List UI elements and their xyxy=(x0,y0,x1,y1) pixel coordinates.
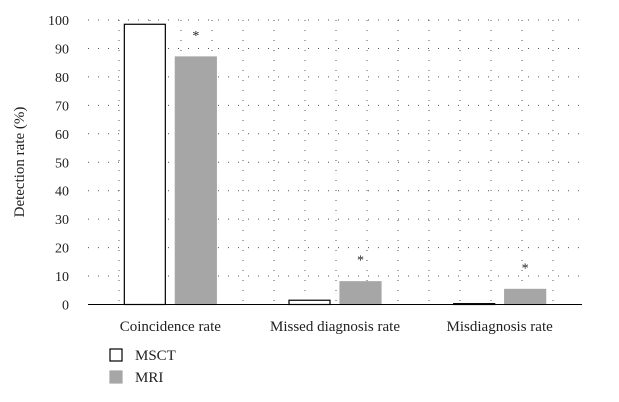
y-tick-label: 10 xyxy=(55,270,69,285)
x-tick-label: Coincidence rate xyxy=(120,319,222,335)
y-tick-label: 30 xyxy=(55,213,69,228)
bar-mri-1 xyxy=(340,282,381,305)
significance-marker: * xyxy=(522,261,529,276)
legend: MSCT MRI xyxy=(110,348,176,386)
legend-label-mri: MRI xyxy=(135,370,163,386)
y-tick-label: 50 xyxy=(55,156,69,171)
significance-marker: * xyxy=(192,29,199,44)
bar-mri-2 xyxy=(505,289,546,304)
legend-swatch-mri xyxy=(110,371,122,383)
y-tick-label: 100 xyxy=(48,14,69,29)
bar-msct-1 xyxy=(289,300,330,304)
y-axis-title: Detection rate (%) xyxy=(12,107,28,218)
bars xyxy=(124,24,545,304)
y-tick-label: 80 xyxy=(55,71,69,86)
y-tick-label: 70 xyxy=(55,99,69,114)
y-tick-label: 40 xyxy=(55,185,69,200)
significance-marker: * xyxy=(357,254,364,269)
bar-msct-0 xyxy=(124,24,165,304)
legend-swatch-msct xyxy=(110,349,122,361)
y-tick-label: 20 xyxy=(55,242,69,257)
significance-markers: * * * xyxy=(192,29,528,276)
y-tick-label: 60 xyxy=(55,128,69,143)
y-tick-labels: 0 10 20 30 40 50 60 70 80 90 100 xyxy=(48,14,69,314)
x-tick-label: Missed diagnosis rate xyxy=(270,319,400,335)
legend-label-msct: MSCT xyxy=(135,348,176,364)
y-tick-label: 90 xyxy=(55,42,69,57)
x-tick-label: Misdiagnosis rate xyxy=(447,319,554,335)
y-tick-label: 0 xyxy=(62,299,69,314)
x-tick-labels: Coincidence rate Missed diagnosis rate Mis… xyxy=(120,319,553,335)
bar-mri-0 xyxy=(175,57,216,305)
